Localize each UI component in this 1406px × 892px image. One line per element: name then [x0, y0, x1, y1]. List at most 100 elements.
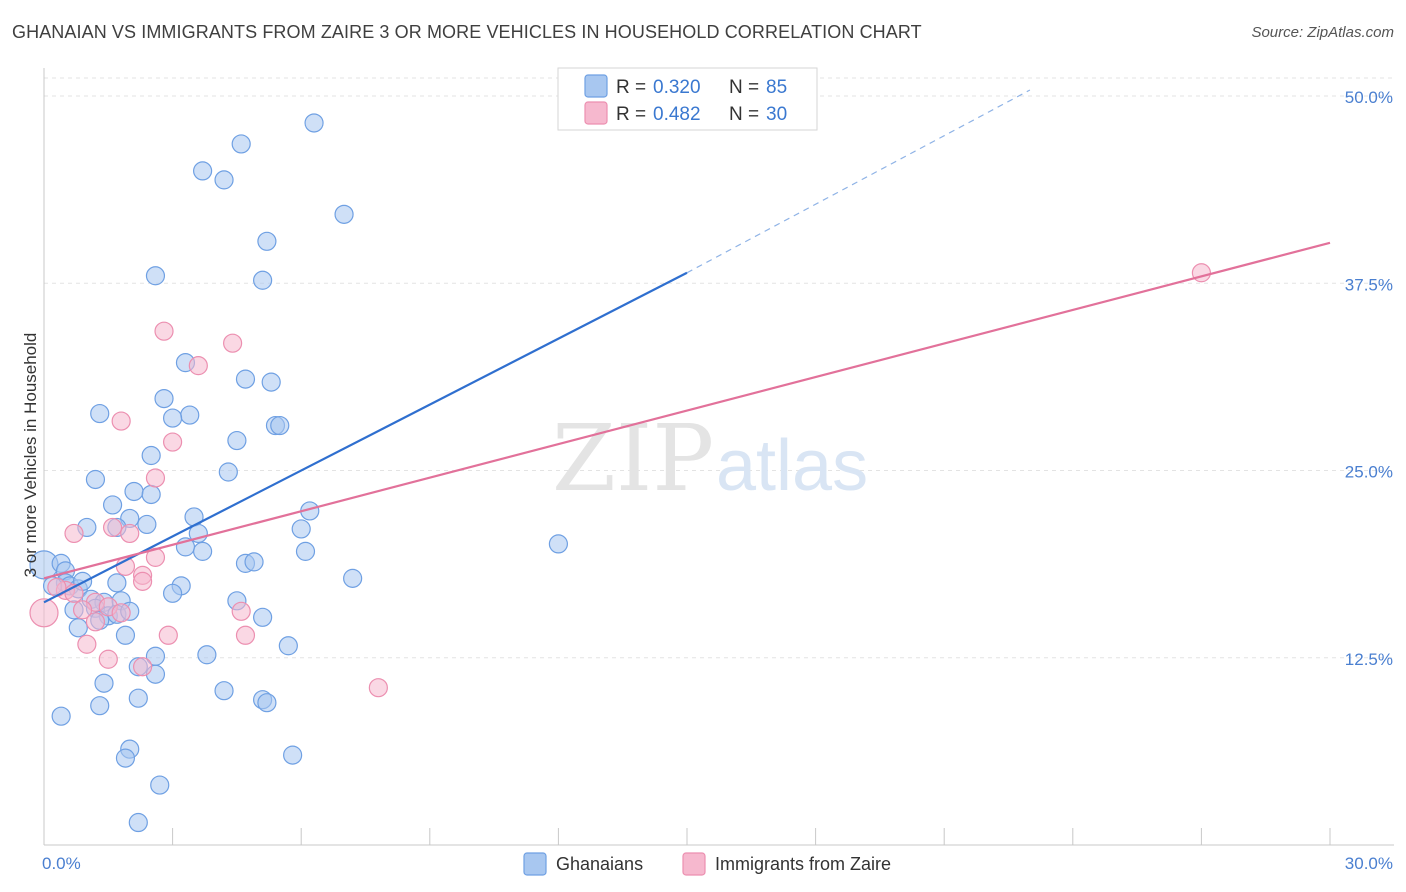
zaire-point-26: [98, 649, 118, 669]
ghanaian-point-5: [257, 231, 277, 251]
x-tick-label-1: 30.0%: [1345, 854, 1393, 873]
ghanaian-point-49: [343, 568, 363, 588]
zaire-point-22: [85, 612, 106, 632]
bottom-legend-swatch-ghanaians: [523, 852, 547, 876]
ghanaian-point-9: [235, 369, 256, 389]
legend-r-label-2: R =: [616, 104, 646, 125]
ghanaian-point-72: [257, 693, 277, 713]
legend-r-label-1: R =: [616, 77, 646, 98]
zaire-point-23: [158, 625, 178, 645]
ghanaian-point-1: [231, 134, 251, 154]
ghanaian-point-0: [304, 113, 324, 133]
ghanaian-point-14: [90, 403, 110, 424]
zaire-point-3: [188, 356, 208, 376]
axes: [43, 68, 1394, 846]
ghanaian-point-65: [197, 645, 217, 665]
watermark: ZIP atlas: [552, 405, 868, 512]
ghanaian-point-20: [218, 462, 238, 482]
legend-n-value-1: 85: [766, 77, 787, 98]
watermark-zip: ZIP: [552, 405, 714, 512]
ghanaian-point-23: [102, 495, 123, 515]
ghanaian-point-17: [227, 430, 247, 451]
ghanaian-point-31: [291, 519, 311, 539]
ghanaian-point-59: [253, 607, 273, 627]
legend-n-label-2: N =: [729, 104, 759, 125]
zaire-point-27: [132, 657, 153, 677]
legend-r-value-1: 0.320: [653, 77, 701, 98]
bottom-legend-label-ghanaians: Ghanaians: [556, 854, 643, 874]
zaire-point-18: [72, 600, 93, 620]
legend-swatch-ghanaians: [584, 74, 608, 98]
y-tick-label-0: 12.5%: [1345, 650, 1393, 669]
ghanaian-point-13: [163, 408, 183, 428]
ghanaian-point-10: [261, 372, 281, 392]
zaire-point-25: [77, 634, 97, 654]
zaire-point-7: [64, 523, 84, 544]
ghanaian-point-63: [278, 636, 298, 656]
ghanaian-point-37: [548, 534, 569, 554]
zaire-point-21: [29, 598, 59, 628]
ghanaian-point-79: [128, 812, 148, 833]
ghanaian-point-3: [214, 170, 234, 190]
zaire-point-6: [145, 468, 166, 488]
zaire-point-19: [231, 601, 251, 621]
source-label: Source: ZipAtlas.com: [1251, 24, 1394, 41]
points-layer: [29, 113, 1212, 833]
ghanaian-point-22: [141, 484, 161, 505]
ghanaian-point-48: [163, 583, 183, 603]
ghanaian-point-76: [115, 748, 136, 768]
ghanaian-point-2: [193, 161, 213, 181]
ghanaian-point-19: [85, 469, 106, 490]
zaire-point-13: [132, 571, 153, 591]
y-axis-label: 3 or more Vehicles in Household: [21, 333, 40, 578]
ghanaian-point-21: [124, 481, 144, 502]
zaire-trend-line: [43, 241, 1331, 580]
ghanaian-point-68: [94, 673, 114, 693]
ghanaian-point-35: [244, 552, 264, 572]
ghanaian-point-70: [128, 688, 148, 708]
zaire-point-9: [102, 517, 123, 538]
trend-layer: [43, 89, 1331, 604]
ghanaian-point-36: [295, 541, 316, 561]
ghanaian-point-16: [270, 415, 290, 436]
zaire-point-24: [235, 625, 256, 645]
zaire-point-28: [368, 678, 388, 698]
tick-labels: 12.5% 25.0% 37.5% 50.0% 0.0% 30.0%: [42, 88, 1393, 873]
zaire-point-2: [223, 333, 243, 353]
ghanaian-point-78: [150, 775, 170, 795]
ghanaian-point-27: [137, 514, 157, 535]
ghanaian-point-18: [141, 445, 161, 466]
zaire-point-4: [111, 411, 131, 431]
chart-title: GHANAIAN VS IMMIGRANTS FROM ZAIRE 3 OR M…: [12, 22, 922, 42]
bottom-legend: Ghanaians Immigrants from Zaire: [523, 852, 891, 876]
ghanaian-point-61: [68, 618, 88, 638]
y-tick-label-2: 37.5%: [1345, 275, 1393, 294]
ghanaian-point-33: [193, 541, 213, 561]
ghanaian-point-6: [145, 266, 166, 286]
zaire-point-1: [154, 321, 174, 341]
ghanaian-point-69: [214, 681, 234, 701]
legend-box: R = 0.320 N = 85 R = 0.482 N = 30: [557, 67, 818, 131]
zaire-point-5: [163, 432, 183, 452]
legend-r-value-2: 0.482: [653, 104, 701, 125]
zaire-point-8: [120, 523, 140, 544]
watermark-atlas: atlas: [716, 426, 868, 506]
y-tick-label-1: 25.0%: [1345, 463, 1393, 482]
legend-n-value-2: 30: [766, 104, 787, 125]
y-tick-label-3: 50.0%: [1345, 88, 1393, 107]
ghanaian-point-73: [90, 696, 110, 716]
ghanaian-point-4: [334, 204, 354, 224]
ghanaian-point-7: [253, 270, 273, 290]
ghanaian-point-45: [107, 573, 127, 593]
legend-n-label-1: N =: [729, 77, 759, 98]
bottom-legend-label-zaire: Immigrants from Zaire: [715, 854, 891, 874]
ghanaian-point-11: [154, 388, 174, 409]
ghanaian-trend-line: [43, 271, 688, 604]
ghanaian-point-74: [51, 706, 71, 726]
ghanaian-point-12: [180, 405, 200, 425]
ghanaian-point-62: [115, 625, 136, 645]
ghanaian-trend-extension: [686, 89, 1031, 274]
legend-swatch-zaire: [584, 101, 608, 125]
x-tick-label-0: 0.0%: [42, 854, 81, 873]
